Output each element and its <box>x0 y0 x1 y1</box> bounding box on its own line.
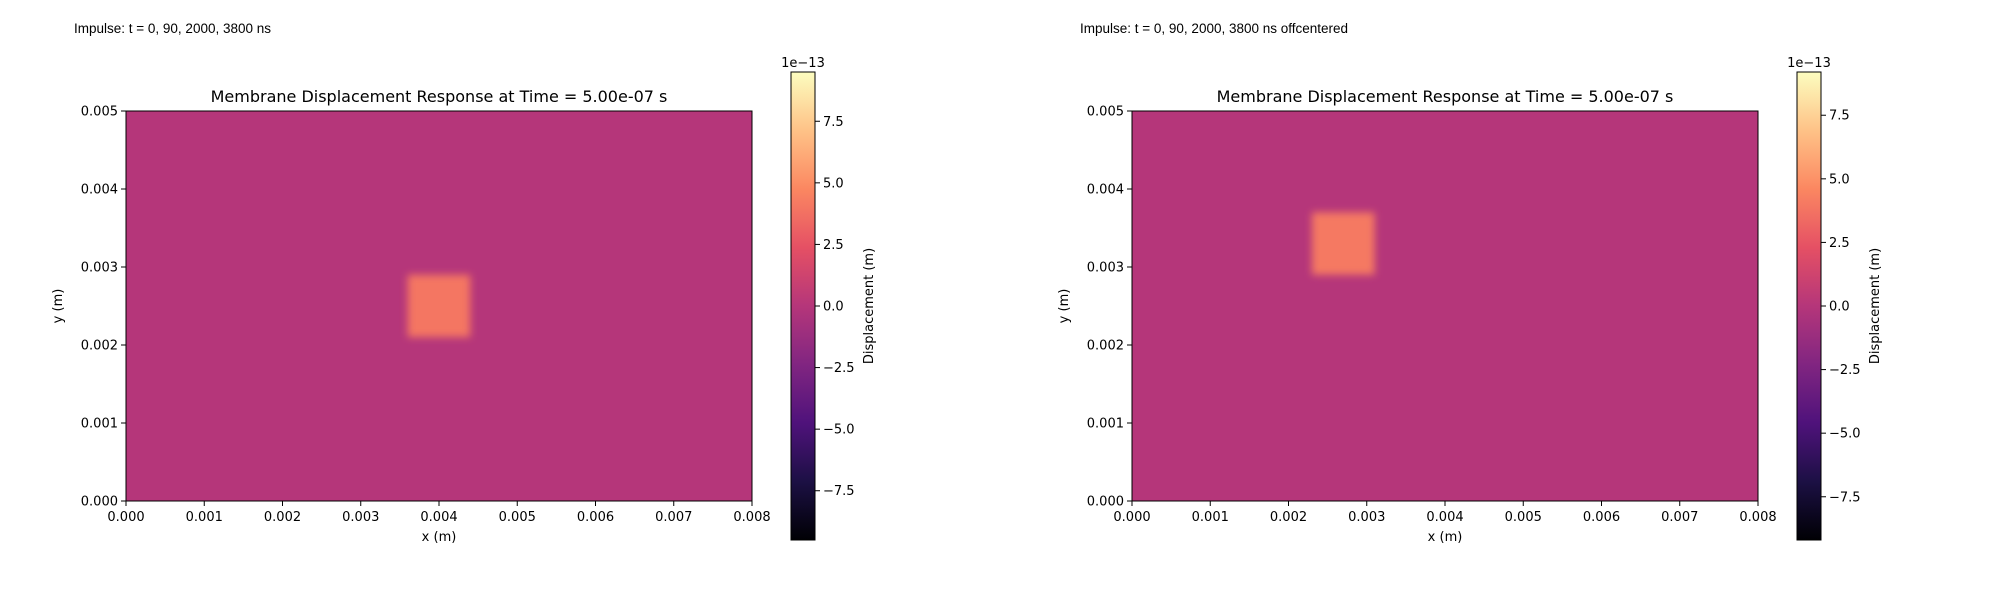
x-tick-label: 0.008 <box>733 510 770 525</box>
x-tick-label: 0.003 <box>1348 510 1385 525</box>
x-tick-label: 0.008 <box>1739 510 1776 525</box>
y-tick-label: 0.003 <box>1087 261 1124 276</box>
colorbar-tick-label: 7.5 <box>1829 109 1850 124</box>
figure-caption: Impulse: t = 0, 90, 2000, 3800 ns <box>74 21 272 36</box>
colorbar-tick-label: 7.5 <box>823 115 844 130</box>
colorbar-tick-label: −5.0 <box>1829 427 1861 442</box>
y-tick-label: 0.005 <box>1087 105 1124 120</box>
chart-panel-right: Impulse: t = 0, 90, 2000, 3800 ns offcen… <box>1006 0 2000 600</box>
chart-title: Membrane Displacement Response at Time =… <box>1217 87 1674 106</box>
colorbar-tick-label: −7.5 <box>1829 490 1861 505</box>
x-tick-label: 0.003 <box>342 510 379 525</box>
colorbar-tick-label: 2.5 <box>1829 236 1850 251</box>
x-tick-label: 0.004 <box>420 510 457 525</box>
x-tick-label: 0.004 <box>1426 510 1463 525</box>
colorbar-tick-label: 5.0 <box>823 176 844 191</box>
x-tick-label: 0.000 <box>107 510 144 525</box>
x-tick-label: 0.006 <box>577 510 614 525</box>
y-tick-label: 0.005 <box>81 105 118 120</box>
y-tick-label: 0.002 <box>1087 339 1124 354</box>
y-tick-label: 0.002 <box>81 339 118 354</box>
y-tick-label: 0.001 <box>81 417 118 432</box>
heatmap-chart: Membrane Displacement Response at Time =… <box>1057 56 1883 545</box>
colorbar-tick-label: −7.5 <box>823 484 855 499</box>
colorbar-multiplier: 1e−13 <box>1787 56 1831 71</box>
colorbar-tick-label: −2.5 <box>1829 363 1861 378</box>
x-axis-label: x (m) <box>422 530 457 545</box>
y-tick-label: 0.000 <box>81 495 118 510</box>
chart-title: Membrane Displacement Response at Time =… <box>211 87 668 106</box>
heatmap-chart: Membrane Displacement Response at Time =… <box>51 56 877 545</box>
displacement-hotspot <box>407 274 471 338</box>
x-axis-label: x (m) <box>1428 530 1463 545</box>
colorbar-tick-label: 0.0 <box>823 300 844 315</box>
x-tick-label: 0.002 <box>264 510 301 525</box>
x-tick-label: 0.001 <box>186 510 223 525</box>
x-tick-label: 0.005 <box>1505 510 1542 525</box>
y-axis-label: y (m) <box>51 289 66 324</box>
y-tick-label: 0.003 <box>81 261 118 276</box>
displacement-hotspot <box>1311 212 1375 275</box>
x-tick-label: 0.001 <box>1192 510 1229 525</box>
x-tick-label: 0.007 <box>1661 510 1698 525</box>
x-tick-label: 0.002 <box>1270 510 1307 525</box>
x-tick-label: 0.000 <box>1113 510 1150 525</box>
heatmap-background <box>1132 111 1758 501</box>
colorbar-tick-label: −5.0 <box>823 423 855 438</box>
y-tick-label: 0.000 <box>1087 495 1124 510</box>
colorbar-label: Displacement (m) <box>862 248 877 364</box>
chart-panel-left: Impulse: t = 0, 90, 2000, 3800 ns Membra… <box>51 21 877 545</box>
y-axis-label: y (m) <box>1057 289 1072 324</box>
x-tick-label: 0.005 <box>499 510 536 525</box>
colorbar-tick-label: −2.5 <box>823 361 855 376</box>
y-tick-label: 0.004 <box>81 183 118 198</box>
y-tick-label: 0.004 <box>1087 183 1124 198</box>
colorbar-tick-label: 5.0 <box>1829 172 1850 187</box>
colorbar <box>1796 71 1822 541</box>
colorbar-label: Displacement (m) <box>1868 248 1883 364</box>
colorbar-tick-label: 2.5 <box>823 238 844 253</box>
colorbar <box>790 71 816 541</box>
figure-caption: Impulse: t = 0, 90, 2000, 3800 ns offcen… <box>1080 21 1349 36</box>
x-tick-label: 0.007 <box>655 510 692 525</box>
y-tick-label: 0.001 <box>1087 417 1124 432</box>
x-tick-label: 0.006 <box>1583 510 1620 525</box>
colorbar-tick-label: 0.0 <box>1829 300 1850 315</box>
colorbar-multiplier: 1e−13 <box>781 56 825 71</box>
